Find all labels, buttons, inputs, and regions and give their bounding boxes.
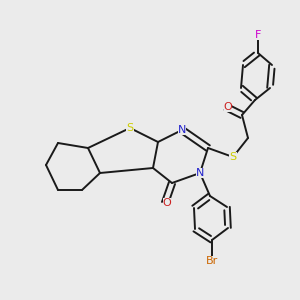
Text: S: S (230, 152, 237, 162)
Text: N: N (178, 125, 186, 135)
Text: N: N (196, 168, 204, 178)
Text: S: S (126, 123, 134, 133)
Text: F: F (255, 30, 261, 40)
Text: O: O (163, 198, 171, 208)
Text: Br: Br (206, 256, 218, 266)
Text: O: O (224, 102, 232, 112)
